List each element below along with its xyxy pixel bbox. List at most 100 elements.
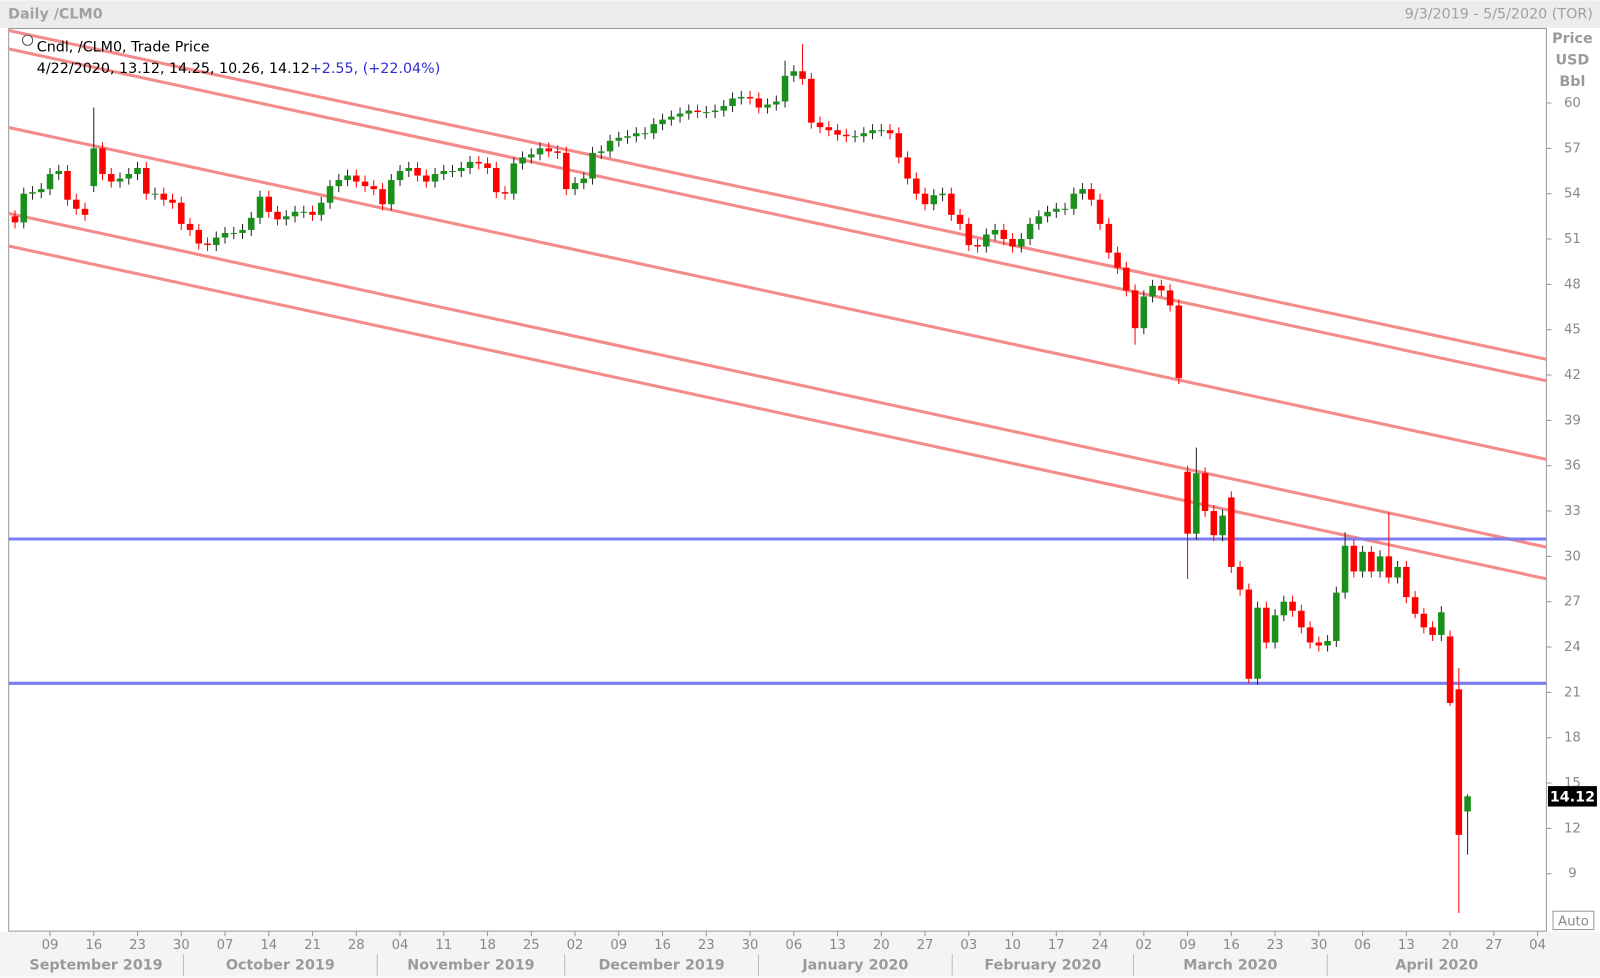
candle-body — [1245, 589, 1253, 679]
header-bar — [0, 0, 1600, 28]
x-tick-label: 30 — [1310, 938, 1327, 953]
x-tick-label: 09 — [1179, 938, 1196, 953]
candle-body — [160, 193, 168, 200]
legend-change: +2.55, — [310, 61, 358, 77]
x-tick-label: 11 — [435, 938, 452, 953]
y-tick-label: 36 — [1564, 459, 1581, 474]
candle-body — [1341, 545, 1349, 593]
candle-body — [1000, 229, 1008, 240]
candle-body — [213, 237, 220, 246]
candle-body — [676, 113, 684, 117]
candle-body — [659, 119, 666, 125]
candle-body — [1403, 566, 1410, 598]
candle-body — [738, 96, 745, 99]
x-tick-label: 02 — [1135, 938, 1152, 953]
candle-body — [571, 183, 579, 190]
candle-body — [746, 96, 754, 99]
candle-body — [790, 71, 798, 76]
legend-ohlc: 4/22/2020, 13.12, 14.25, 10.26, 14.12 — [37, 61, 310, 77]
candle-body — [965, 223, 973, 246]
candle-body — [711, 110, 719, 113]
candle-body — [1166, 290, 1174, 306]
candle-body — [204, 243, 211, 246]
y-tick-label: 51 — [1564, 232, 1581, 247]
candle-body — [1254, 607, 1261, 679]
candle-body — [1131, 290, 1139, 329]
candle-body — [1149, 285, 1156, 297]
month-label: January 2020 — [801, 957, 908, 973]
x-tick-label: 25 — [523, 938, 540, 953]
candle-body — [624, 136, 631, 138]
x-tick-label: 03 — [960, 938, 977, 953]
month-label: February 2020 — [984, 957, 1101, 973]
candle-body — [668, 116, 675, 120]
auto-label[interactable]: Auto — [1558, 914, 1589, 929]
trend-line — [8, 211, 1547, 549]
candle-body — [72, 199, 80, 209]
y-tick-label: 48 — [1564, 277, 1581, 292]
candle-body — [344, 175, 351, 181]
candle-body — [221, 232, 229, 238]
candle-body — [1298, 610, 1305, 628]
candle-body — [1464, 796, 1471, 812]
candle-body — [1394, 566, 1401, 578]
candle-body — [598, 151, 605, 153]
candle-body — [64, 171, 71, 200]
candle-body — [125, 174, 133, 179]
candle-body — [1376, 556, 1384, 572]
auto-button[interactable] — [1552, 910, 1595, 931]
x-tick-label: 07 — [217, 938, 234, 953]
x-tick-label: 09 — [42, 938, 59, 953]
legend-icon — [21, 34, 34, 46]
candle-body — [484, 163, 491, 168]
candle-body — [694, 110, 701, 113]
x-tick-label: 20 — [1442, 938, 1459, 953]
candle-body — [1096, 199, 1104, 224]
x-tick-label: 02 — [567, 938, 584, 953]
candle-body — [554, 151, 561, 153]
candle-body — [1184, 471, 1191, 534]
y-tick-label: 39 — [1564, 413, 1581, 428]
candle-body — [1315, 642, 1323, 646]
candle-body — [1289, 601, 1296, 611]
x-tick-label: 13 — [1398, 938, 1415, 953]
candle-body — [1446, 636, 1454, 703]
candle-body — [764, 104, 771, 108]
x-tick-label: 04 — [392, 938, 409, 953]
candle-body — [1175, 305, 1183, 379]
y-tick-label: 42 — [1564, 368, 1581, 383]
candle-body — [1053, 208, 1060, 212]
month-label: November 2019 — [407, 957, 534, 973]
legend-values: 4/22/2020, 13.12, 14.25, 10.26, 14.12+2.… — [37, 61, 441, 77]
candle-body — [405, 167, 413, 172]
x-tick-label: 30 — [173, 938, 190, 953]
candle-body — [379, 189, 386, 205]
x-tick-label: 24 — [1092, 938, 1109, 953]
candle-body — [650, 124, 658, 134]
x-tick-label: 06 — [785, 938, 802, 953]
x-tick-label: 28 — [348, 938, 365, 953]
candle-body — [1018, 239, 1025, 247]
candle-body — [1350, 545, 1358, 572]
candle-body — [326, 186, 334, 203]
plot-border — [8, 27, 1547, 932]
x-tick-label: 04 — [1529, 938, 1546, 953]
candle-body — [1228, 497, 1235, 567]
candle-body — [475, 161, 483, 164]
candle-body — [1438, 612, 1445, 635]
candle-body — [283, 216, 290, 220]
candle-body — [755, 98, 763, 108]
x-axis-panel — [0, 931, 1600, 978]
candle-body — [466, 161, 474, 168]
y-tick-label: 30 — [1564, 549, 1581, 564]
candle-body — [142, 167, 150, 194]
legend-title: Cndl, /CLM0, Trade Price — [37, 39, 210, 55]
y-axis-label: Bbl — [1559, 74, 1585, 90]
x-tick-label: 16 — [1223, 938, 1240, 953]
candle-body — [1210, 511, 1218, 536]
candle-body — [1385, 556, 1393, 578]
candle-body — [99, 148, 106, 175]
y-tick-label: 12 — [1564, 821, 1581, 836]
